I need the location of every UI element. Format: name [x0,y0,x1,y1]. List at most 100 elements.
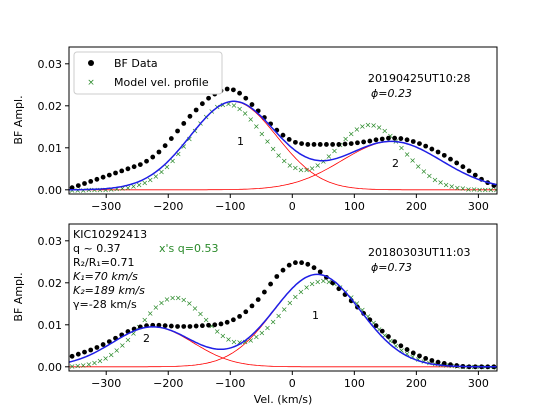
model-point: × [353,299,360,308]
ticks-top: −300 −200 −100 0 100 200 300 0.00 0.01 0.02 0.03 [38,58,489,213]
data-point [181,121,187,126]
model-point: × [409,352,416,361]
total-fit-curve [69,273,497,368]
param-q: q ~ 0.37 [73,242,121,255]
model-point: × [113,346,120,355]
data-point [342,141,348,147]
model-point: × [298,287,305,296]
model-point: × [158,298,165,307]
data-point [199,101,205,107]
model-point: × [404,349,411,358]
model-point: × [225,335,232,344]
model-point: × [74,362,81,371]
model-point: × [420,357,427,366]
model-point: × [141,315,148,324]
model-point: × [426,172,433,181]
data-point [330,142,336,147]
model-point: × [80,361,87,370]
star-id: KIC10292413 [73,228,147,241]
data-point [441,152,447,158]
data-point [131,164,137,170]
model-point: × [102,354,109,363]
model-point: × [203,315,210,324]
data-point [293,139,298,145]
data-point [373,323,379,329]
data-point [392,339,398,344]
data-point [88,347,94,353]
model-point: × [326,277,333,286]
data-point [249,303,255,309]
data-point [230,87,236,93]
model-point: × [247,115,254,124]
model-point: × [387,131,394,140]
total-fit-curve [69,100,497,191]
data-point [324,142,329,147]
data-point [398,136,404,141]
data-point [82,349,87,355]
data-point [417,141,422,147]
model-point: × [359,305,366,314]
plot-clip: ××××××××××××××××××××××××××××××××××××××××… [69,260,497,371]
data-point [441,361,447,366]
model-point: × [264,137,271,146]
model-point: × [353,125,360,134]
model-point: × [376,123,383,132]
data-point [199,323,205,329]
data-point [367,138,373,144]
data-point [417,353,422,359]
component-label-2-top: 2 [392,157,399,170]
data-point [187,324,193,329]
legend-label-model: Model vel. profile [114,76,209,89]
ticks-bottom: −300 −200 −100 0 100 200 300 0.00 0.01 0.02 0.03 [38,235,489,390]
model-point: × [387,337,394,346]
model-point: × [236,104,243,113]
data-point [144,158,149,164]
model-point: × [348,293,355,302]
model-point: × [370,319,377,328]
data-point [69,185,75,191]
model-point: × [91,358,98,367]
data-point [181,324,187,329]
legend-marker-model: × [87,78,95,88]
y-tick-label: 0.03 [38,235,63,248]
model-point: × [259,329,266,338]
data-point [386,135,391,141]
y-tick-label: 0.01 [38,142,63,155]
model-point: × [270,144,277,153]
param-k1: K₁=70 km/s [73,270,138,283]
model-point: × [231,101,238,110]
model-point: × [152,172,159,181]
y-tick-label: 0.00 [38,184,63,197]
data-point [243,309,249,315]
data-point [113,170,118,176]
data-point [162,143,168,149]
y-tick-label: 0.02 [38,100,63,113]
legend-label-data: BF Data [114,57,158,70]
date-top: 20190425UT10:28 [368,72,470,85]
x-tick-label: 200 [406,377,427,390]
data-point [100,174,106,180]
data-point [448,156,453,162]
data-point [286,262,292,268]
data-point [336,142,342,147]
model-point: × [180,296,187,305]
data-point [410,139,416,144]
model-point: × [141,178,148,187]
model-point: × [281,305,288,314]
model-point: × [152,303,159,312]
data-point [106,172,112,178]
data-point [168,323,174,329]
model-point: × [197,309,204,318]
data-point [230,317,236,323]
data-point [168,136,174,141]
model-point: × [320,157,327,166]
data-point [274,274,280,279]
model-point: × [125,183,132,192]
data-point [293,260,298,266]
model-point: × [242,109,249,118]
model-point: × [102,185,109,194]
legend-box [73,51,223,95]
plot-area-bottom: ××××××××××××××××××××××××××××××××××××××××… [69,260,497,371]
data-point [379,136,385,142]
